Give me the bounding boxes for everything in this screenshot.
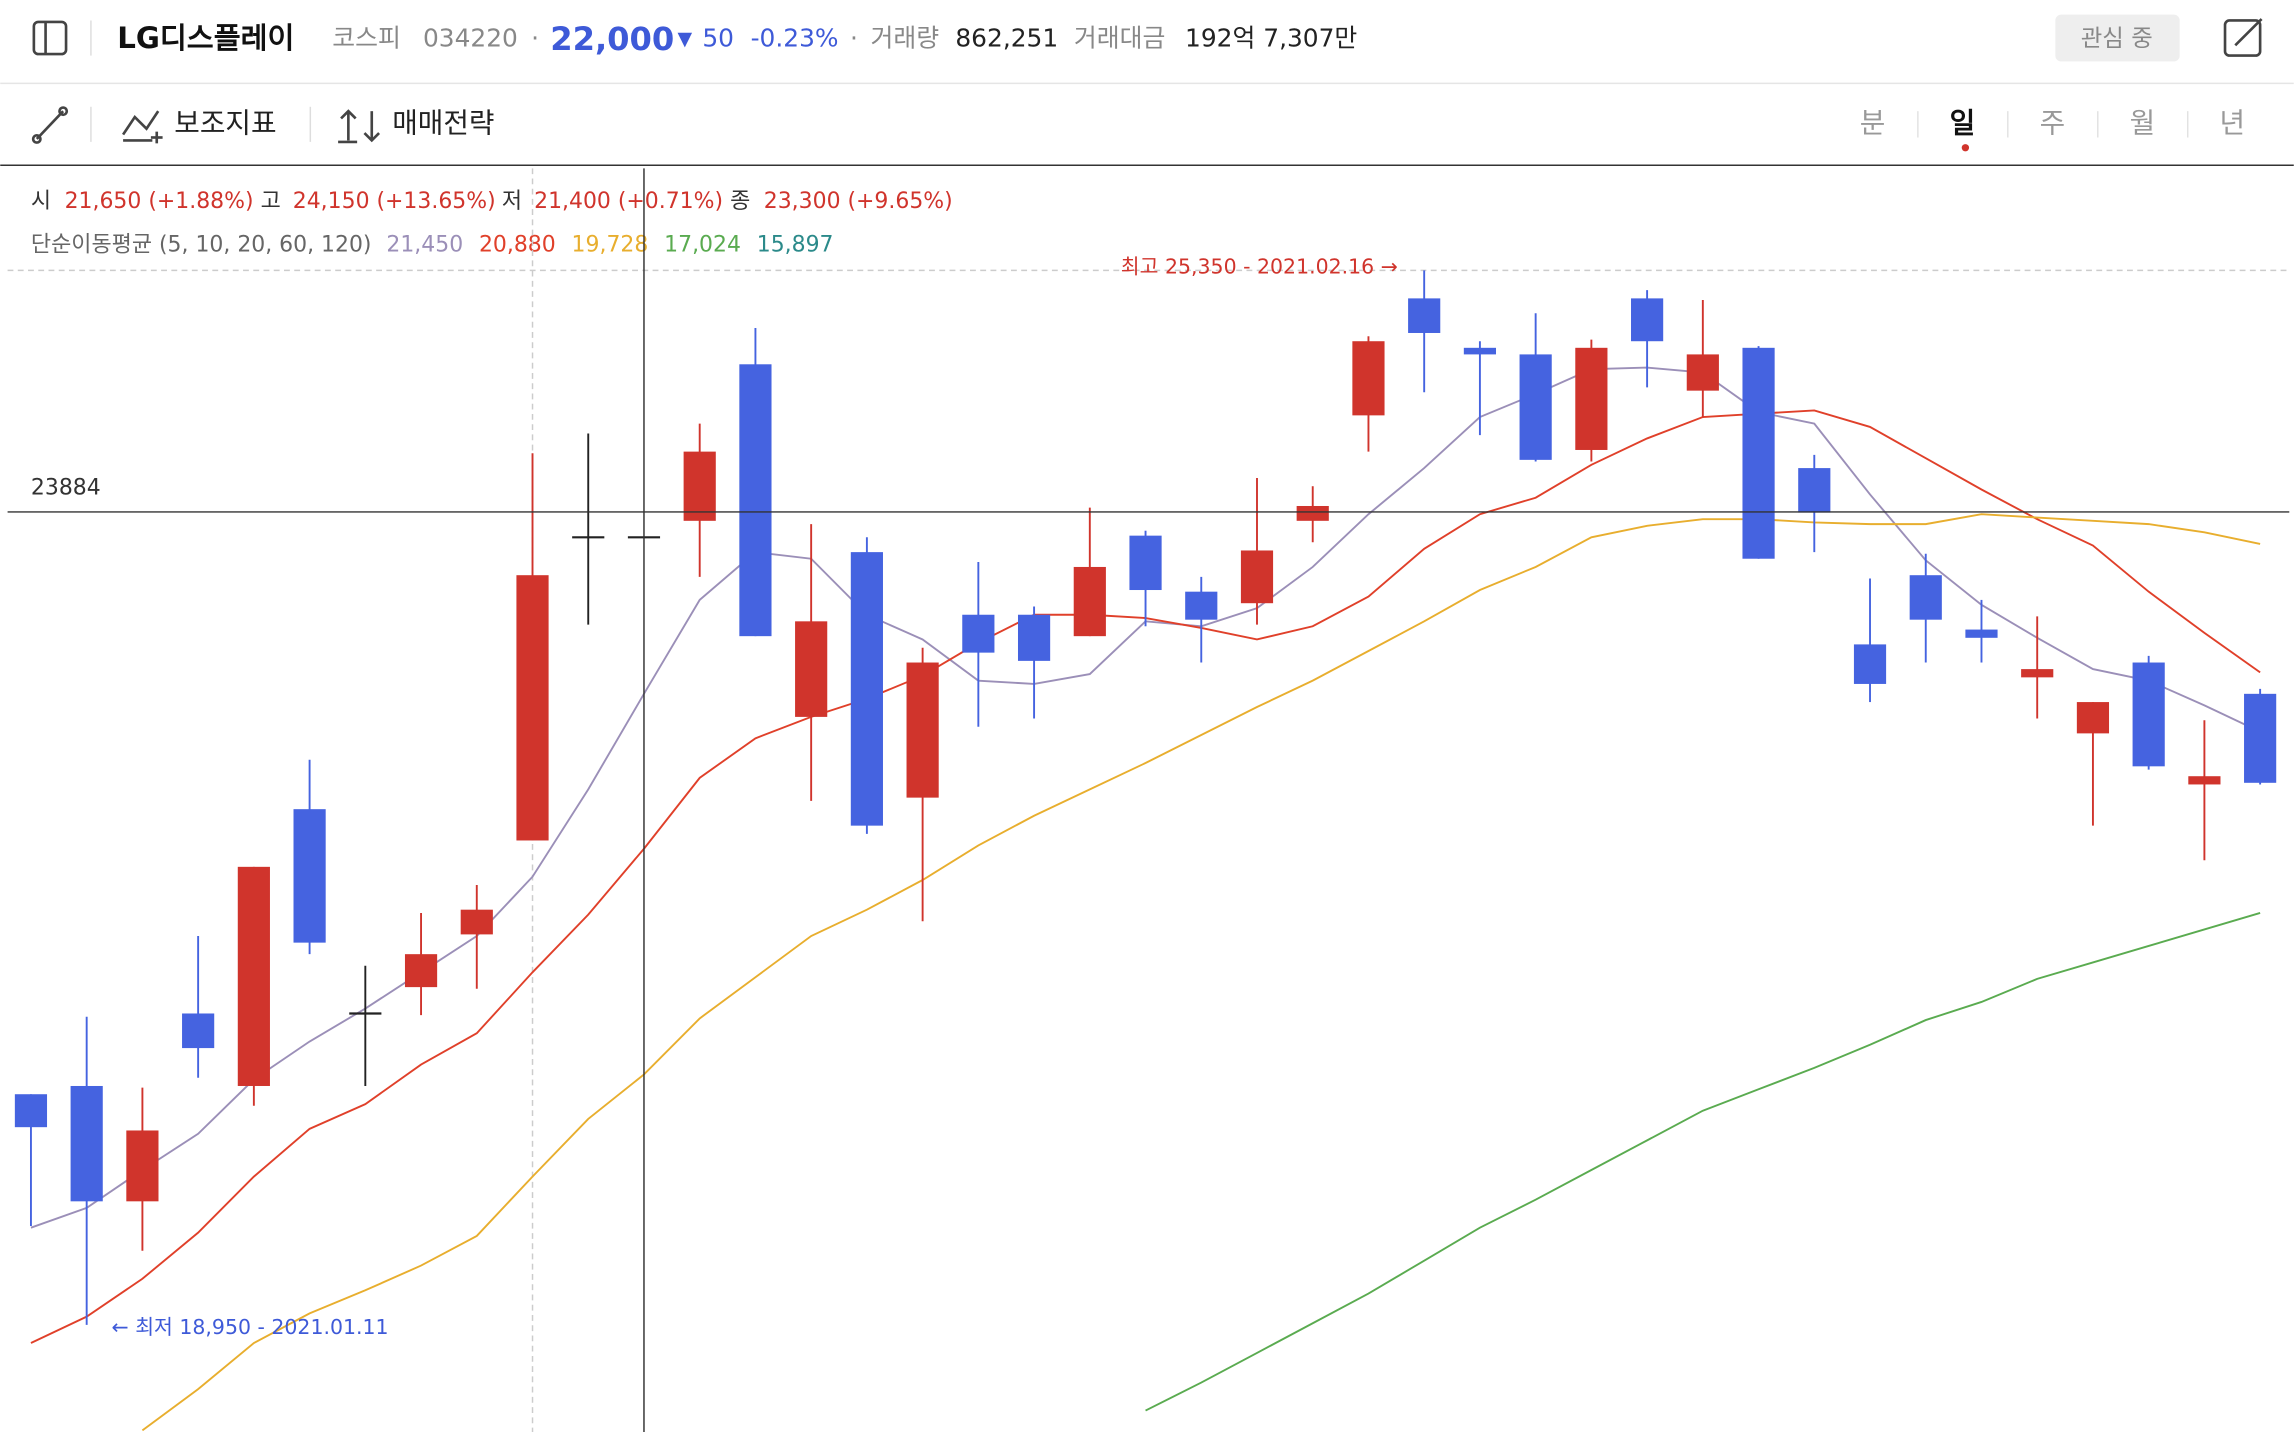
- candle-body: [1073, 566, 1106, 637]
- candle-body: [1798, 468, 1831, 513]
- ohlc-value: 24,150 (+13.65%): [293, 189, 496, 214]
- ohlc-label: 저: [502, 189, 522, 214]
- period-tab[interactable]: 주: [2040, 106, 2066, 139]
- draw-tool[interactable]: [31, 106, 69, 144]
- candle-body: [2188, 776, 2221, 785]
- ma-value: 19,728: [572, 233, 649, 258]
- high-annotation: 최고 25,350 - 2021.02.16 →: [1121, 254, 1398, 278]
- change-pct: -0.23%: [751, 23, 839, 52]
- candle-body: [2076, 702, 2110, 734]
- ma-value: 17,024: [664, 233, 741, 258]
- candle-body: [182, 1013, 215, 1049]
- separator: ·: [850, 23, 858, 52]
- indicator-icon[interactable]: [122, 110, 163, 144]
- market: 코스피: [332, 23, 401, 52]
- ma-line: [1145, 912, 2261, 1412]
- price: 22,000: [550, 20, 674, 58]
- watch-button-label: 관심 중: [2081, 24, 2153, 52]
- candle-body: [1185, 591, 1218, 620]
- candle-body: [70, 1085, 103, 1202]
- candle-body: [1853, 644, 1887, 684]
- candle-body: [404, 954, 438, 988]
- strategy-icon[interactable]: [338, 109, 381, 144]
- volume-label: 거래량: [871, 23, 940, 52]
- ma-value: 15,897: [757, 233, 834, 258]
- amount: 192억 7,307만: [1185, 23, 1357, 52]
- candle-body: [906, 662, 939, 798]
- volume: 862,251: [955, 23, 1058, 52]
- candle-body: [14, 1094, 48, 1128]
- period-tab[interactable]: 일: [1950, 106, 1976, 139]
- active-dot: [1961, 144, 1970, 152]
- change-arrow: ▼: [677, 28, 692, 50]
- amount-label: 거래대금: [1074, 23, 1165, 52]
- watch-button[interactable]: 관심 중: [2055, 14, 2180, 62]
- candle-body: [1408, 298, 1441, 333]
- low-annotation: ← 최저 18,950 - 2021.01.11: [112, 1315, 389, 1339]
- ma-value: 20,880: [479, 233, 556, 258]
- candle-body: [1686, 354, 1719, 391]
- indicators-button[interactable]: 보조지표: [174, 106, 276, 139]
- candle-body: [795, 621, 828, 717]
- candle-body: [1129, 535, 1162, 591]
- candle-body: [1742, 347, 1775, 559]
- ma-label: 단순이동평균 (5, 10, 20, 60, 120): [31, 233, 372, 258]
- ma-line: [141, 513, 2261, 1432]
- code: 034220: [423, 23, 518, 52]
- ohlc-label: 고: [261, 189, 281, 214]
- ma-value: 21,450: [386, 233, 463, 258]
- candle-body: [962, 614, 995, 653]
- candle-body: [1240, 550, 1274, 604]
- ohlc-value: 23,300 (+9.65%): [764, 189, 953, 214]
- candle-body: [2244, 693, 2277, 783]
- candle-body: [1965, 629, 1998, 638]
- ohlc-label: 시: [31, 189, 51, 214]
- change: 50: [702, 23, 734, 52]
- stock-name: LG디스플레이: [117, 21, 294, 55]
- candle-body: [1463, 347, 1497, 355]
- candle-body: [460, 909, 493, 935]
- candle-body: [850, 552, 883, 826]
- candle-body: [2132, 662, 2165, 767]
- candle-body: [739, 364, 772, 637]
- candle-body: [1631, 298, 1664, 342]
- candle-body: [1017, 614, 1051, 661]
- period-tab[interactable]: 년: [2220, 106, 2246, 139]
- ohlc-value: 21,650 (+1.88%): [65, 189, 254, 214]
- candle-body: [1352, 341, 1385, 416]
- period-tab[interactable]: 분: [1860, 106, 1886, 139]
- candle-body: [126, 1130, 159, 1202]
- separator: ·: [531, 23, 539, 52]
- candle-body: [683, 451, 716, 521]
- edit-icon[interactable]: [2223, 18, 2263, 57]
- strategy-button[interactable]: 매매전략: [392, 106, 494, 139]
- candle-body: [237, 866, 270, 1086]
- period-tab[interactable]: 월: [2130, 106, 2156, 139]
- candle-body: [516, 575, 549, 841]
- ohlc-label: 종: [730, 189, 750, 214]
- crosshair-label: 23884: [31, 476, 101, 501]
- candle-body: [1296, 505, 1329, 521]
- candle-body: [1909, 575, 1942, 620]
- candle-body: [1575, 347, 1608, 450]
- candle-body: [1519, 354, 1552, 460]
- ohlc-value: 21,400 (+0.71%): [534, 189, 723, 214]
- candle-body: [293, 809, 326, 943]
- sidebar-toggle[interactable]: [32, 20, 68, 56]
- candle-body: [2021, 669, 2054, 678]
